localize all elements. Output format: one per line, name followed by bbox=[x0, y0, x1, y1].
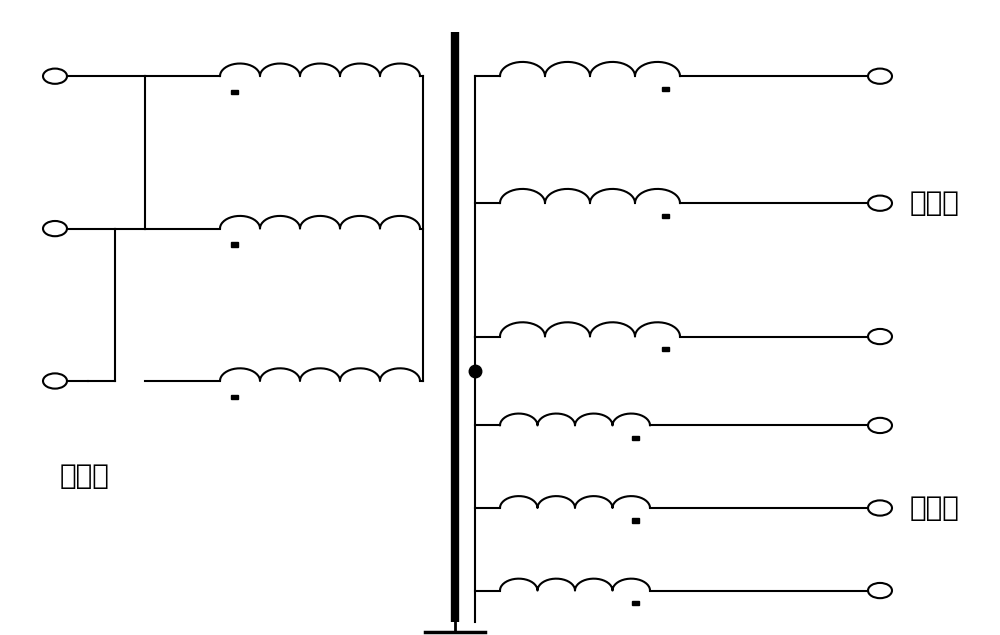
Bar bbox=[632, 601, 639, 606]
Bar bbox=[662, 86, 669, 91]
Bar bbox=[632, 436, 639, 441]
Bar bbox=[231, 90, 238, 95]
Bar bbox=[632, 518, 639, 523]
Bar bbox=[662, 213, 669, 218]
Bar bbox=[231, 242, 238, 246]
Text: 中压侧: 中压侧 bbox=[910, 189, 960, 217]
Text: 高压侧: 高压侧 bbox=[910, 494, 960, 522]
Bar bbox=[231, 394, 238, 399]
Text: 低压侧: 低压侧 bbox=[60, 462, 110, 490]
Bar bbox=[662, 347, 669, 352]
